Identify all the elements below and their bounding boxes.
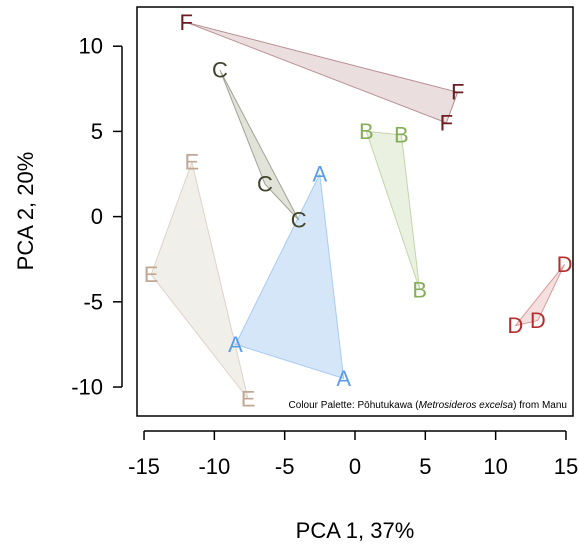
x-tick-label: 0 <box>349 454 361 479</box>
y-tick-label: -10 <box>71 375 103 400</box>
point-label-f-1: F <box>179 10 192 35</box>
point-label-d-3: D <box>530 308 546 333</box>
point-label-d-2: D <box>507 313 523 338</box>
point-label-b-2: B <box>394 122 409 147</box>
hull-group-e <box>150 160 249 400</box>
point-label-a-3: A <box>336 366 351 391</box>
point-label-b-3: B <box>412 277 427 302</box>
hull-group-a <box>234 172 345 380</box>
caption-species: Metrosideros excelsa <box>419 400 514 411</box>
x-tick-label: -5 <box>275 454 295 479</box>
point-label-e-1: E <box>185 150 200 175</box>
x-axis-title: PCA 1, 37% <box>296 518 415 543</box>
caption-prefix: Colour Palette: Pōhutukawa ( <box>289 400 420 411</box>
caption-suffix: ) from Manu <box>513 400 567 411</box>
convex-hulls-layer <box>150 21 566 400</box>
x-tick-label: -15 <box>128 454 160 479</box>
point-label-e-3: E <box>241 387 256 412</box>
y-axis: -10 -5 0 5 10 <box>71 34 123 400</box>
point-label-b-1: B <box>359 119 374 144</box>
point-label-c-1: C <box>212 58 228 83</box>
x-tick-label: -10 <box>198 454 230 479</box>
point-label-f-2: F <box>451 80 464 105</box>
palette-caption: Colour Palette: Pōhutukawa (Metrosideros… <box>289 400 567 411</box>
point-label-c-2: C <box>257 172 273 197</box>
y-axis-title: PCA 2, 20% <box>13 152 38 271</box>
hull-group-d <box>514 263 566 327</box>
point-label-a-2: A <box>228 332 243 357</box>
point-label-e-2: E <box>144 262 159 287</box>
point-label-a-1: A <box>312 162 327 187</box>
point-label-d-1: D <box>557 252 573 277</box>
hull-group-f <box>186 21 459 124</box>
x-axis: -15 -10 -5 0 5 10 15 <box>128 430 578 479</box>
x-tick-label: 15 <box>554 454 578 479</box>
point-label-c-3: C <box>291 208 307 233</box>
plot-frame <box>136 6 574 417</box>
y-tick-label: -5 <box>83 289 103 314</box>
y-tick-label: 5 <box>91 119 103 144</box>
hull-group-b <box>365 130 421 291</box>
y-tick-label: 10 <box>79 34 103 59</box>
x-tick-label: 10 <box>483 454 507 479</box>
point-label-f-3: F <box>440 110 453 135</box>
hull-group-c <box>219 69 300 221</box>
x-tick-label: 5 <box>419 454 431 479</box>
y-tick-label: 0 <box>91 204 103 229</box>
